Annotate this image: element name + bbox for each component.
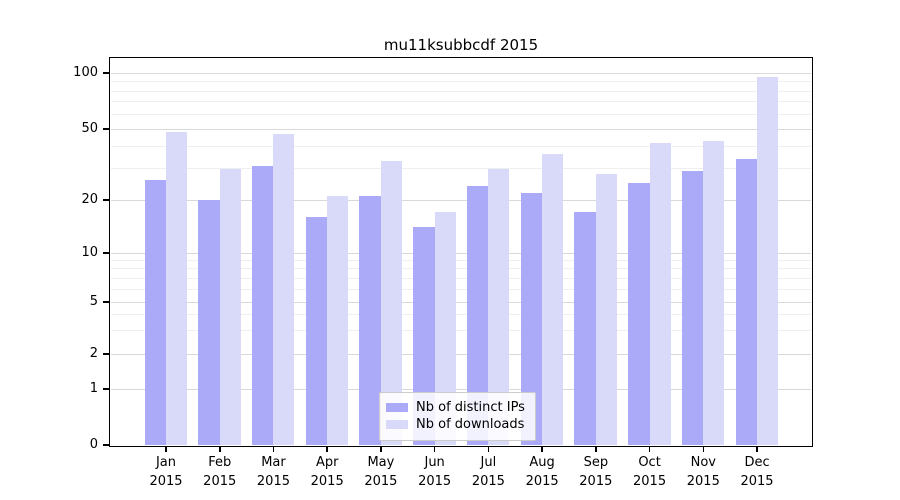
x-axis-tick-label: Nov 2015 xyxy=(686,455,720,489)
y-axis-tick-label: 20 xyxy=(81,192,98,207)
x-axis-tick-label: Mar 2015 xyxy=(256,455,290,489)
bar-distinct-ips xyxy=(466,185,489,445)
x-axis-tick xyxy=(595,446,597,452)
y-axis-tick xyxy=(103,301,110,303)
legend-item-downloads: Nb of downloads xyxy=(386,417,525,432)
x-axis-tick-label: May 2015 xyxy=(364,455,398,489)
x-axis-tick xyxy=(272,446,275,452)
bar-distinct-ips xyxy=(628,182,650,445)
minor-gridline xyxy=(111,168,811,170)
bar-distinct-ips xyxy=(305,217,328,445)
minor-gridline xyxy=(111,90,811,92)
x-axis-tick xyxy=(380,446,382,452)
bar-distinct-ips xyxy=(144,179,166,445)
minor-gridline xyxy=(111,145,811,147)
major-gridline xyxy=(111,72,811,74)
legend-item-distinct-ips: Nb of distinct IPs xyxy=(386,400,525,415)
y-axis-tick-label: 5 xyxy=(89,294,98,309)
major-gridline xyxy=(111,252,811,254)
plot-area-border xyxy=(109,57,813,447)
y-axis-tick-label: 1 xyxy=(89,381,98,396)
x-axis-tick xyxy=(756,446,758,452)
bar-downloads xyxy=(219,168,241,445)
legend-label-distinct-ips: Nb of distinct IPs xyxy=(416,400,525,415)
bar-downloads xyxy=(649,142,671,445)
x-axis-tick-label: Feb 2015 xyxy=(203,455,237,489)
bar-downloads xyxy=(488,168,510,445)
x-axis-tick-label: Jan 2015 xyxy=(149,455,183,489)
y-axis-tick-label: 50 xyxy=(81,121,98,136)
minor-gridline xyxy=(111,314,811,316)
x-axis-tick xyxy=(326,446,328,452)
bar-downloads xyxy=(273,133,295,445)
major-gridline xyxy=(111,353,811,355)
x-axis-tick-label: Sep 2015 xyxy=(579,455,613,489)
bar-downloads xyxy=(542,154,564,445)
x-axis-tick xyxy=(541,446,543,452)
x-axis-tick xyxy=(165,446,167,452)
minor-gridline xyxy=(111,277,811,279)
y-axis-tick xyxy=(103,252,110,254)
bar-distinct-ips xyxy=(413,227,435,445)
bar-distinct-ips xyxy=(681,171,704,445)
minor-gridline xyxy=(111,330,811,332)
minor-gridline xyxy=(111,288,811,290)
bar-distinct-ips xyxy=(574,212,596,445)
x-axis-tick xyxy=(648,446,651,452)
y-axis-tick-label: 2 xyxy=(89,346,98,361)
y-axis-tick xyxy=(103,388,110,390)
x-axis-tick-label: Jun 2015 xyxy=(418,455,452,489)
minor-gridline xyxy=(111,113,811,115)
y-axis-tick xyxy=(103,199,110,201)
bar-downloads xyxy=(166,132,187,445)
y-axis-tick xyxy=(103,72,110,74)
x-axis-tick xyxy=(487,446,490,452)
y-axis-tick xyxy=(103,128,110,130)
x-axis-tick-label: Aug 2015 xyxy=(525,455,559,489)
x-axis-tick-label: Oct 2015 xyxy=(633,455,667,489)
major-gridline xyxy=(111,301,811,303)
y-axis-tick-label: 0 xyxy=(89,437,98,452)
legend: Nb of distinct IPs Nb of downloads xyxy=(379,392,536,441)
bar-distinct-ips xyxy=(735,158,758,445)
bar-distinct-ips xyxy=(520,192,543,445)
bar-downloads xyxy=(327,196,349,445)
x-axis-tick-label: Apr 2015 xyxy=(310,455,344,489)
bar-distinct-ips xyxy=(198,200,220,445)
chart-title: mu11ksubbcdf 2015 xyxy=(383,36,539,54)
bar-distinct-ips xyxy=(251,166,274,445)
legend-label-downloads: Nb of downloads xyxy=(416,417,525,432)
x-axis-tick xyxy=(702,446,705,452)
x-axis-tick xyxy=(433,446,436,452)
y-axis-tick-label: 100 xyxy=(73,65,98,80)
legend-swatch-distinct-ips xyxy=(386,403,408,412)
major-gridline xyxy=(111,388,811,390)
major-gridline xyxy=(111,199,811,201)
bar-downloads xyxy=(434,212,456,445)
x-axis-tick-label: Dec 2015 xyxy=(740,455,774,489)
minor-gridline xyxy=(111,268,811,270)
bar-downloads xyxy=(757,77,779,445)
legend-swatch-downloads xyxy=(386,420,408,429)
major-gridline xyxy=(111,128,811,130)
y-axis-tick xyxy=(103,353,110,355)
bar-downloads xyxy=(595,173,617,445)
y-axis-tick xyxy=(103,444,110,446)
bar-downloads xyxy=(703,140,725,445)
minor-gridline xyxy=(111,101,811,103)
x-axis-tick xyxy=(218,446,221,452)
minor-gridline xyxy=(111,81,811,82)
bar-downloads xyxy=(380,161,402,445)
minor-gridline xyxy=(111,259,811,261)
y-axis-tick-label: 10 xyxy=(81,245,98,260)
x-axis-tick-label: Jul 2015 xyxy=(471,455,505,489)
bar-distinct-ips xyxy=(359,196,381,445)
